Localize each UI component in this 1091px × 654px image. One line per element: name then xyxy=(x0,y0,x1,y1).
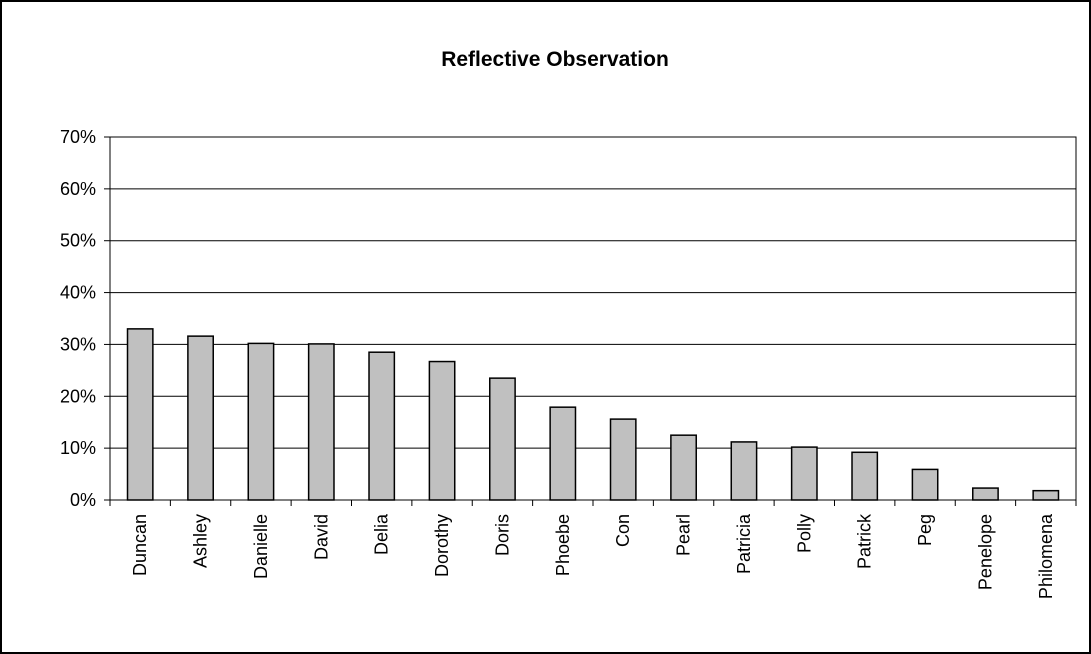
bar-ashley xyxy=(187,335,214,501)
bar-peg xyxy=(911,468,939,501)
bar-doris xyxy=(489,377,516,501)
x-tick-label: Peg xyxy=(915,514,935,546)
x-tick-label: David xyxy=(311,514,331,560)
y-tick-labels: 0% 10% 20% 30% 40% 50% 60% 70% xyxy=(60,127,96,510)
bar-danielle xyxy=(247,342,275,501)
x-tick-label: Danielle xyxy=(251,514,271,579)
bar-patrick xyxy=(851,451,879,501)
bars xyxy=(126,328,1060,501)
x-tick-labels: Duncan Ashley Danielle David Delia Dorothy Dor… xyxy=(130,513,1056,599)
bar-phoebe xyxy=(549,406,577,501)
y-tick-label: 30% xyxy=(60,334,96,354)
y-tick-label: 10% xyxy=(60,438,96,458)
bar-con xyxy=(609,418,637,501)
x-tick-label: Duncan xyxy=(130,514,150,576)
x-tick-label: Doris xyxy=(492,514,512,556)
bar-penelope xyxy=(972,487,999,501)
chart-title: Reflective Observation xyxy=(441,48,669,71)
bar-philomena xyxy=(1032,489,1060,501)
bar-polly xyxy=(790,446,818,501)
x-tick-label: Philomena xyxy=(1036,513,1056,599)
bar-david xyxy=(307,343,335,501)
y-tick-label: 0% xyxy=(70,490,96,510)
bar-dorothy xyxy=(428,360,456,501)
y-tick-label: 40% xyxy=(60,283,96,303)
bar-delia xyxy=(368,351,396,501)
bar-duncan xyxy=(126,328,154,501)
x-tick-label: Patrick xyxy=(855,513,875,569)
x-tick-label: Polly xyxy=(794,514,814,553)
x-tick-label: Phoebe xyxy=(553,514,573,576)
y-tick-label: 60% xyxy=(60,179,96,199)
x-tick-label: Delia xyxy=(372,513,392,555)
x-tick-label: Pearl xyxy=(674,514,694,556)
bar-pearl xyxy=(670,434,697,501)
y-tick-label: 20% xyxy=(60,386,96,406)
bar-patricia xyxy=(730,441,758,501)
y-tick-label: 70% xyxy=(60,127,96,147)
x-tick-label: Patricia xyxy=(734,513,754,574)
x-tick-label: Dorothy xyxy=(432,514,452,577)
x-tick-label: Ashley xyxy=(191,514,211,568)
y-tick-label: 50% xyxy=(60,231,96,251)
axes xyxy=(104,136,1077,506)
x-tick-label: Con xyxy=(613,514,633,547)
x-tick-label: Penelope xyxy=(975,514,995,590)
